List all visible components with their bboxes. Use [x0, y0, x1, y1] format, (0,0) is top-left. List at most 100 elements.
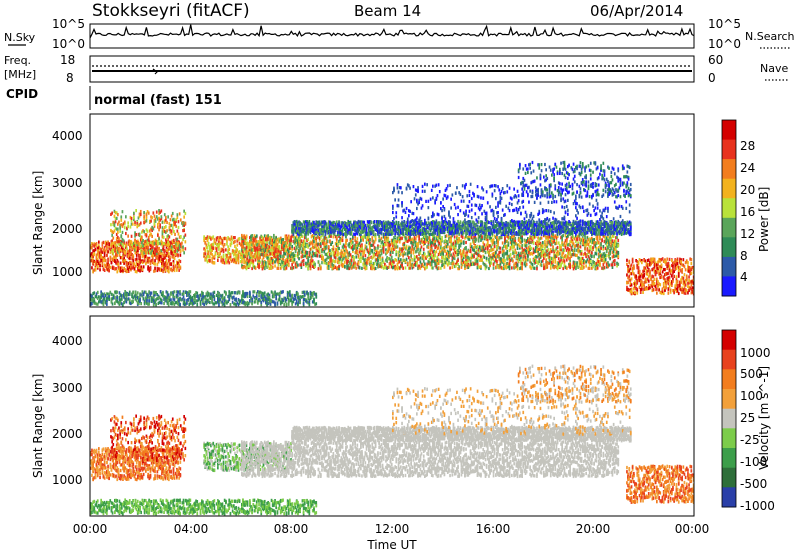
- power-cell: [575, 253, 577, 257]
- power-cell: [275, 258, 277, 262]
- power-cell: [255, 243, 258, 247]
- power-cell: [547, 261, 550, 265]
- power-cell: [114, 216, 117, 220]
- power-cell: [576, 253, 578, 258]
- power-cell: [579, 245, 582, 249]
- power-cell: [177, 241, 180, 245]
- power-cell: [505, 234, 507, 238]
- power-cell: [577, 243, 579, 247]
- power-cell: [299, 232, 301, 236]
- power-cell: [430, 260, 433, 264]
- power-cell: [480, 265, 482, 269]
- power-cell: [555, 236, 558, 240]
- power-cell: [508, 264, 511, 268]
- power-cell: [409, 250, 411, 254]
- power-cell: [556, 267, 559, 271]
- power-cell: [171, 252, 174, 256]
- power-cell: [459, 240, 462, 244]
- power-cell: [206, 249, 209, 253]
- power-cell: [301, 234, 304, 238]
- power-cell: [178, 246, 181, 250]
- power-cell: [400, 247, 402, 251]
- power-cell: [597, 259, 600, 264]
- power-cell: [102, 256, 105, 260]
- power-cell: [226, 242, 228, 246]
- power-cell: [581, 260, 584, 265]
- power-cell: [543, 263, 545, 267]
- power-cell: [436, 262, 439, 266]
- power-cell: [251, 261, 253, 265]
- power-cell: [571, 239, 574, 243]
- power-cell: [115, 211, 118, 215]
- power-cell: [262, 253, 265, 257]
- power-cell: [433, 253, 435, 257]
- power-cell: [532, 266, 535, 270]
- power-cell: [600, 246, 602, 250]
- power-cell: [524, 256, 527, 260]
- power-cell: [269, 259, 272, 263]
- power-cell: [236, 239, 239, 243]
- power-cell: [282, 238, 284, 242]
- power-cell: [230, 259, 233, 263]
- power-cell: [555, 254, 558, 258]
- power-cell: [562, 266, 565, 271]
- power-cell: [354, 264, 356, 268]
- power-cell: [535, 234, 537, 238]
- power-cell: [615, 236, 617, 240]
- power-cell: [313, 262, 315, 266]
- power-cell: [220, 247, 223, 251]
- power-cell: [310, 262, 313, 266]
- power-cell: [505, 239, 507, 243]
- power-cell: [91, 259, 93, 263]
- power-cell: [94, 261, 97, 265]
- power-cell: [474, 235, 477, 239]
- power-cell: [422, 240, 425, 244]
- power-cell: [262, 237, 265, 241]
- power-cell: [289, 257, 291, 261]
- power-cell: [433, 243, 435, 247]
- power-cell: [124, 259, 127, 263]
- power-cell: [498, 251, 501, 255]
- power-cell: [427, 245, 430, 250]
- power-cell: [458, 238, 460, 242]
- power-cell: [387, 265, 390, 269]
- power-cell: [315, 251, 318, 255]
- power-cell: [150, 251, 152, 255]
- power-cell: [93, 252, 96, 256]
- power-cell: [234, 244, 236, 248]
- power-cell: [495, 251, 497, 255]
- power-cell: [329, 255, 331, 259]
- power-cell: [429, 244, 432, 249]
- power-cell: [577, 265, 579, 269]
- power-cell: [125, 261, 128, 265]
- power-cell: [297, 237, 299, 241]
- power-cell: [424, 240, 426, 245]
- power-cell: [377, 263, 379, 267]
- power-cell: [174, 264, 177, 268]
- power-cell: [242, 235, 244, 239]
- power-cell: [390, 259, 393, 263]
- power-cell: [112, 230, 115, 234]
- power-cell: [261, 258, 264, 262]
- power-cell: [297, 263, 299, 267]
- power-cell: [608, 237, 610, 241]
- power-cell: [486, 235, 489, 239]
- power-cell: [153, 269, 155, 273]
- power-cell: [508, 255, 511, 259]
- power-cell: [158, 216, 160, 220]
- power-cell: [305, 224, 307, 228]
- power-cell: [397, 260, 400, 264]
- power-cell: [204, 248, 207, 252]
- power-cell: [282, 254, 284, 258]
- power-cell: [179, 235, 182, 239]
- power-cell: [123, 256, 125, 260]
- power-cell: [337, 260, 339, 264]
- power-cell: [162, 260, 164, 264]
- power-cell: [165, 215, 167, 219]
- power-cell: [222, 260, 225, 265]
- power-cell: [302, 228, 305, 232]
- power-cell: [400, 252, 402, 256]
- power-cell: [274, 248, 276, 252]
- power-cell: [138, 212, 141, 216]
- power-cell: [588, 261, 591, 265]
